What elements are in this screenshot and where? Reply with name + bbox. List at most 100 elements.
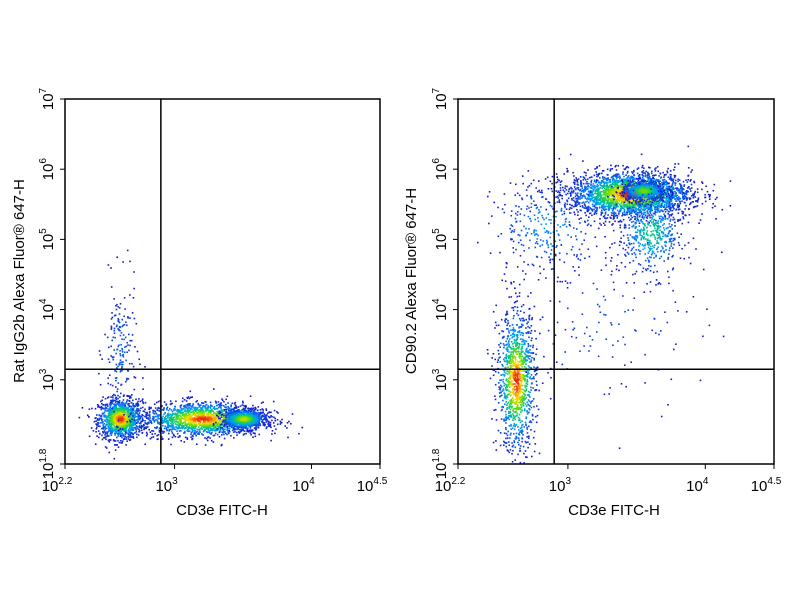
event-dot [102,421,104,423]
event-dot [153,421,156,423]
event-dot [112,430,114,432]
event-dot [505,318,508,320]
event-dot [254,415,256,417]
event-dot [151,433,154,435]
event-dot [179,409,181,412]
event-dot [224,416,227,419]
event-dot [168,424,170,426]
event-dot [117,435,120,437]
event-dot [167,422,170,424]
event-dot [120,412,122,414]
event-dot [221,413,224,416]
event-dot [114,394,116,397]
event-dot [514,340,516,342]
event-dot [173,416,175,418]
event-dot [179,405,182,408]
event-dot [507,383,510,386]
event-dot [171,414,173,416]
event-dot [226,425,228,428]
event-dot [535,353,537,356]
event-dot [197,433,199,435]
event-dot [111,384,114,387]
event-dot [107,396,110,398]
event-dot [191,418,194,421]
event-dot [528,336,530,339]
event-dot [518,407,520,409]
event-dot [520,404,522,406]
event-dot [177,427,179,430]
event-dot [190,431,193,434]
event-dot [510,383,512,385]
event-dot [518,396,521,399]
event-dot [126,432,129,435]
event-dot [520,355,523,358]
event-dot [200,417,202,419]
event-dot [251,420,253,422]
event-dot [531,400,534,402]
event-dot [110,420,112,422]
event-dot [530,429,532,431]
event-dot [211,417,214,420]
event-dot [248,413,251,416]
event-dot [205,410,207,413]
event-dot [497,371,500,374]
event-dot [526,380,528,383]
event-dot [123,429,125,431]
event-dot [96,419,99,421]
event-dot [265,409,268,411]
event-dot [242,411,244,413]
event-dot [162,409,165,411]
event-dot [515,432,518,435]
event-dot [252,422,255,425]
event-dot [227,407,230,410]
event-dot [291,413,294,415]
event-dot [192,425,195,427]
event-dot [228,416,230,418]
event-dot [522,392,525,395]
event-dot [187,416,189,418]
event-dot [117,394,119,397]
event-dot [113,332,116,334]
event-dot [204,419,206,421]
event-dot [117,422,119,424]
event-dot [209,430,211,432]
event-dot [527,376,529,378]
event-dot [262,424,265,426]
event-dot [228,430,231,433]
event-dot [522,338,524,341]
event-dot [504,321,507,324]
event-dot [247,418,250,421]
event-dot [239,416,241,419]
event-dot [525,354,528,357]
event-dot [189,409,192,411]
event-dot [508,390,510,392]
event-dot [511,343,514,345]
event-dot [145,426,147,428]
event-dot [515,424,518,426]
event-dot [522,401,525,404]
event-dot [518,330,520,333]
event-dot [119,359,122,361]
event-dot [141,406,144,409]
event-dot [114,415,116,417]
event-dot [147,414,149,417]
event-dot [128,439,131,441]
event-dot [186,426,188,428]
event-dot [197,409,200,412]
event-dot [516,394,518,397]
event-dot [111,316,114,319]
event-dot [246,424,248,426]
event-dot [492,353,495,355]
event-dot [98,414,101,416]
event-dot [520,385,523,387]
event-dot [127,395,130,397]
event-dot [110,430,112,433]
event-dot [213,411,215,414]
event-dot [255,407,257,410]
event-dot [271,430,274,432]
event-dot [210,404,212,407]
event-dot [215,420,217,422]
event-dot [507,342,510,344]
event-dot [493,369,496,371]
event-dot [101,358,103,360]
